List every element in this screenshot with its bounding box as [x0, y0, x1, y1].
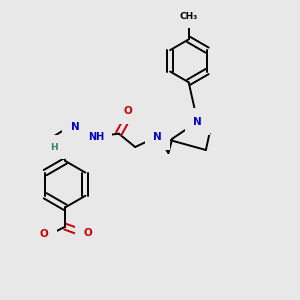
Text: N: N — [71, 122, 80, 132]
Text: O: O — [84, 228, 93, 238]
Text: O: O — [40, 229, 48, 239]
Text: H: H — [50, 142, 58, 152]
Text: N: N — [153, 132, 162, 142]
Text: N: N — [193, 117, 202, 127]
Text: NH: NH — [88, 132, 104, 142]
Text: CH₃: CH₃ — [179, 12, 198, 21]
Text: O: O — [123, 106, 132, 116]
Text: N: N — [193, 117, 202, 127]
